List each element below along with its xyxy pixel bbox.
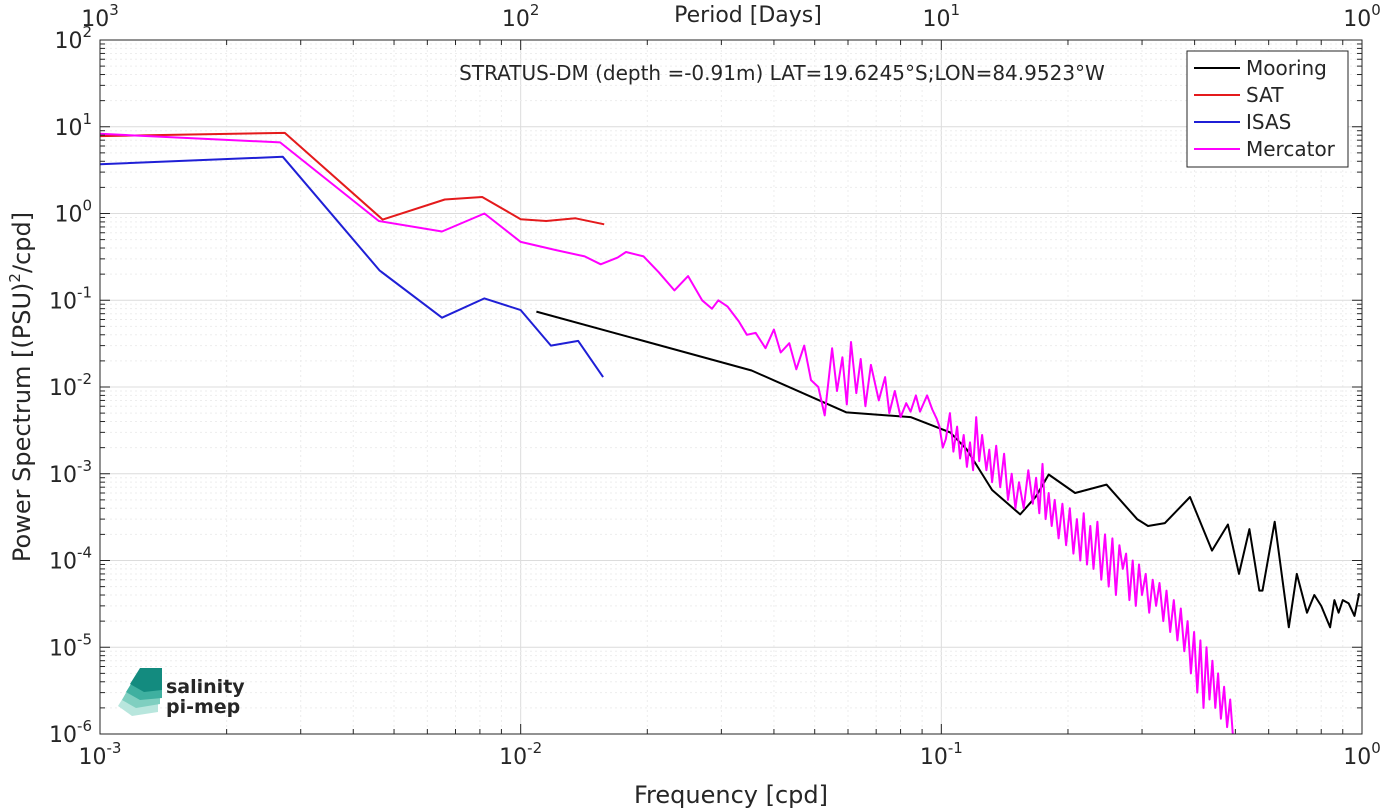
y-tick-label: 101	[54, 110, 92, 141]
y-tick-label: 10-4	[49, 544, 92, 575]
legend-label-mercator: Mercator	[1246, 137, 1336, 161]
y-tick-label: 102	[54, 23, 92, 54]
series-line-sat	[99, 131, 605, 226]
top-tick-label: 101	[923, 1, 961, 32]
x-tick-label: 10-3	[79, 739, 122, 770]
y-tick-label: 10-5	[49, 630, 92, 661]
y-tick-label: 10-3	[49, 457, 92, 488]
y-axis-title: Power Spectrum [(PSU)2/cpd]	[6, 212, 36, 562]
series-line-isas	[99, 155, 604, 378]
y-axis-title-main: Power Spectrum [(PSU)	[8, 283, 36, 562]
y-tick-label: 10-6	[49, 717, 92, 748]
top-tick-label: 103	[81, 1, 119, 32]
y-tick-label: 10-1	[49, 283, 92, 314]
logo-text-pimep: pi-mep	[166, 696, 240, 718]
x-tick-label: 100	[1343, 739, 1381, 770]
logo-text-salinity: salinity	[166, 676, 245, 698]
series-line-mooring	[536, 310, 1361, 629]
y-tick-label: 100	[54, 197, 92, 228]
x-axis-title: Frequency [cpd]	[634, 781, 828, 809]
logo-icon	[118, 668, 162, 716]
legend-label-sat: SAT	[1246, 83, 1284, 107]
legend-label-isas: ISAS	[1246, 110, 1291, 134]
series-line-mercator	[99, 132, 1234, 735]
top-axis-title: Period [Days]	[674, 3, 822, 28]
legend-box	[1186, 50, 1349, 168]
salinity-logo: salinity pi-mep	[118, 668, 245, 718]
x-tick-label: 10-1	[920, 739, 963, 770]
y-axis-title-sup: 2	[6, 273, 24, 283]
top-tick-label: 100	[1343, 1, 1381, 32]
y-axis-title-end: /cpd]	[8, 212, 36, 273]
series-lines	[99, 131, 1361, 735]
y-tick-label: 10-2	[49, 370, 92, 401]
top-tick-label: 102	[502, 1, 540, 32]
chart-annotation: STRATUS-DM (depth =-0.91m) LAT=19.6245°S…	[459, 61, 1105, 85]
x-tick-label: 10-2	[499, 739, 542, 770]
legend-label-mooring: Mooring	[1246, 56, 1327, 80]
legend: Mooring SAT ISAS Mercator	[1186, 50, 1349, 168]
